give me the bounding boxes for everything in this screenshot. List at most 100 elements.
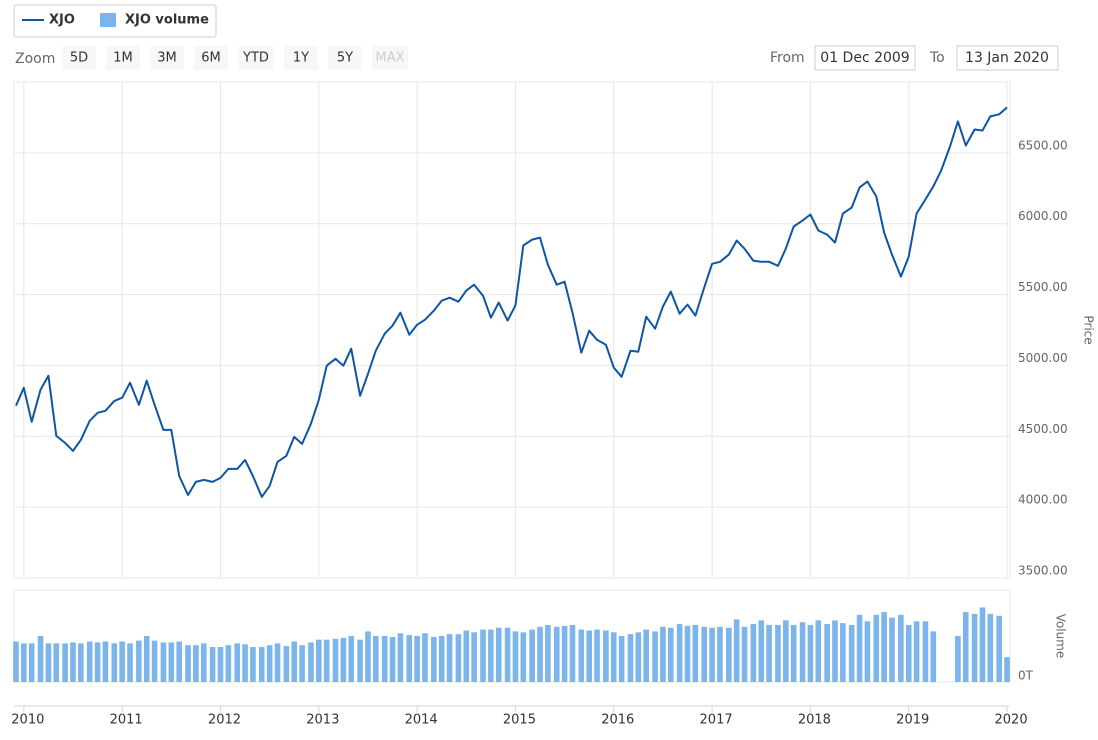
volume-bar (889, 617, 895, 682)
x-tick-label: 2016 (601, 713, 634, 728)
volume-bar (127, 643, 133, 682)
zoom-button-bg[interactable] (238, 46, 274, 70)
y2-axis-title: Volume (1054, 614, 1068, 659)
volume-bar (176, 641, 182, 682)
zoom-button-bg[interactable] (284, 46, 318, 70)
zoom-button-bg[interactable] (62, 46, 96, 70)
zoom-button[interactable]: 5D (62, 46, 96, 70)
volume-bar (504, 627, 511, 682)
volume-bar (28, 643, 35, 682)
volume-bar (529, 629, 535, 682)
volume-bar (94, 642, 101, 682)
legend-label: XJO (49, 13, 75, 28)
zoom-button-label[interactable]: 1M (113, 51, 133, 66)
volume-bar (480, 629, 486, 682)
zoom-button-label[interactable]: 3M (157, 51, 177, 66)
zoom-button-bg (372, 46, 408, 70)
y-tick-label: 4500.00 (1018, 422, 1068, 436)
volume-bar (258, 647, 265, 682)
volume-bar (323, 639, 330, 682)
zoom-button[interactable]: YTD (238, 46, 274, 70)
volume-bar (471, 632, 477, 682)
x-tick-label: 2013 (306, 713, 339, 728)
volume-bar (741, 626, 748, 682)
y-tick-label: 5000.00 (1018, 351, 1068, 365)
volume-bar (143, 636, 150, 682)
y-tick-label: 4000.00 (1018, 493, 1068, 507)
volume-bar (357, 639, 363, 682)
volume-bar (193, 645, 199, 682)
volume-bar (922, 621, 929, 682)
volume-bar (824, 624, 830, 682)
zoom-button-label[interactable]: 5D (70, 51, 88, 66)
volume-bar (815, 620, 822, 682)
volume-bar (553, 626, 560, 682)
volume-bar (406, 635, 413, 682)
volume-bar (807, 624, 814, 682)
from-input[interactable] (814, 45, 916, 71)
volume-bar (971, 613, 978, 682)
zoom-button[interactable]: 3M (150, 46, 184, 70)
x-tick-label: 2015 (503, 713, 536, 728)
volume-bar (45, 643, 52, 682)
volume-bar (996, 615, 1002, 682)
volume-bar (225, 645, 232, 682)
zoom-button-label[interactable]: 5Y (337, 51, 353, 66)
volume-bar (783, 620, 789, 682)
volume-bar (905, 624, 912, 682)
zoom-button-label[interactable]: 6M (201, 51, 221, 66)
volume-bar (652, 631, 658, 682)
volume-bar (160, 642, 167, 682)
volume-bar (431, 636, 437, 682)
volume-bar (250, 647, 256, 682)
volume-bar (242, 644, 248, 682)
volume-bar (315, 639, 322, 682)
volume-bar (676, 624, 683, 682)
volume-bar (512, 631, 519, 682)
zoom-button-label[interactable]: 1Y (293, 51, 309, 66)
volume-bar (799, 622, 806, 682)
volume-bar (692, 624, 699, 682)
legend-symbol (100, 13, 116, 27)
volume-bar (790, 624, 797, 682)
volume-bar (618, 636, 625, 682)
zoom-button-bg[interactable] (106, 46, 140, 70)
volume-bar (78, 643, 84, 682)
x-tick-label: 2011 (110, 713, 143, 728)
from-label: From (770, 50, 805, 66)
volume-bar (898, 614, 904, 682)
zoom-button[interactable]: 1M (106, 46, 140, 70)
volume-bar (856, 614, 863, 682)
zoom-button[interactable]: 1Y (284, 46, 318, 70)
zoom-button-label[interactable]: YTD (242, 51, 269, 66)
volume-bar (717, 626, 723, 682)
volume-bar (848, 624, 855, 682)
volume-bar (578, 629, 585, 682)
from-date[interactable]: 01 Dec 2009 (820, 50, 909, 66)
volume-bar (422, 633, 428, 682)
volume-bar (340, 637, 347, 682)
volume-bar (136, 640, 142, 682)
zoom-button[interactable]: 5Y (328, 46, 362, 70)
volume-bar (308, 642, 314, 682)
to-date[interactable]: 13 Jan 2020 (965, 50, 1049, 66)
zoom-button-bg[interactable] (194, 46, 228, 70)
y-tick-label: 3500.00 (1018, 564, 1068, 578)
y-tick-label: 6500.00 (1018, 138, 1068, 152)
volume-bar (660, 626, 666, 682)
to-label: To (929, 50, 945, 66)
volume-bar (873, 614, 880, 682)
volume-bar (561, 625, 568, 682)
volume-bar (594, 629, 600, 682)
volume-bar (840, 623, 846, 682)
zoom-button-bg[interactable] (328, 46, 362, 70)
volume-bar (930, 631, 937, 682)
volume-bar (775, 624, 781, 682)
zoom-button-bg[interactable] (150, 46, 184, 70)
volume-bar (520, 632, 527, 682)
x-tick-label: 2020 (995, 713, 1028, 728)
zoom-button[interactable]: 6M (194, 46, 228, 70)
x-tick-label: 2017 (700, 713, 733, 728)
to-input[interactable] (956, 45, 1059, 71)
